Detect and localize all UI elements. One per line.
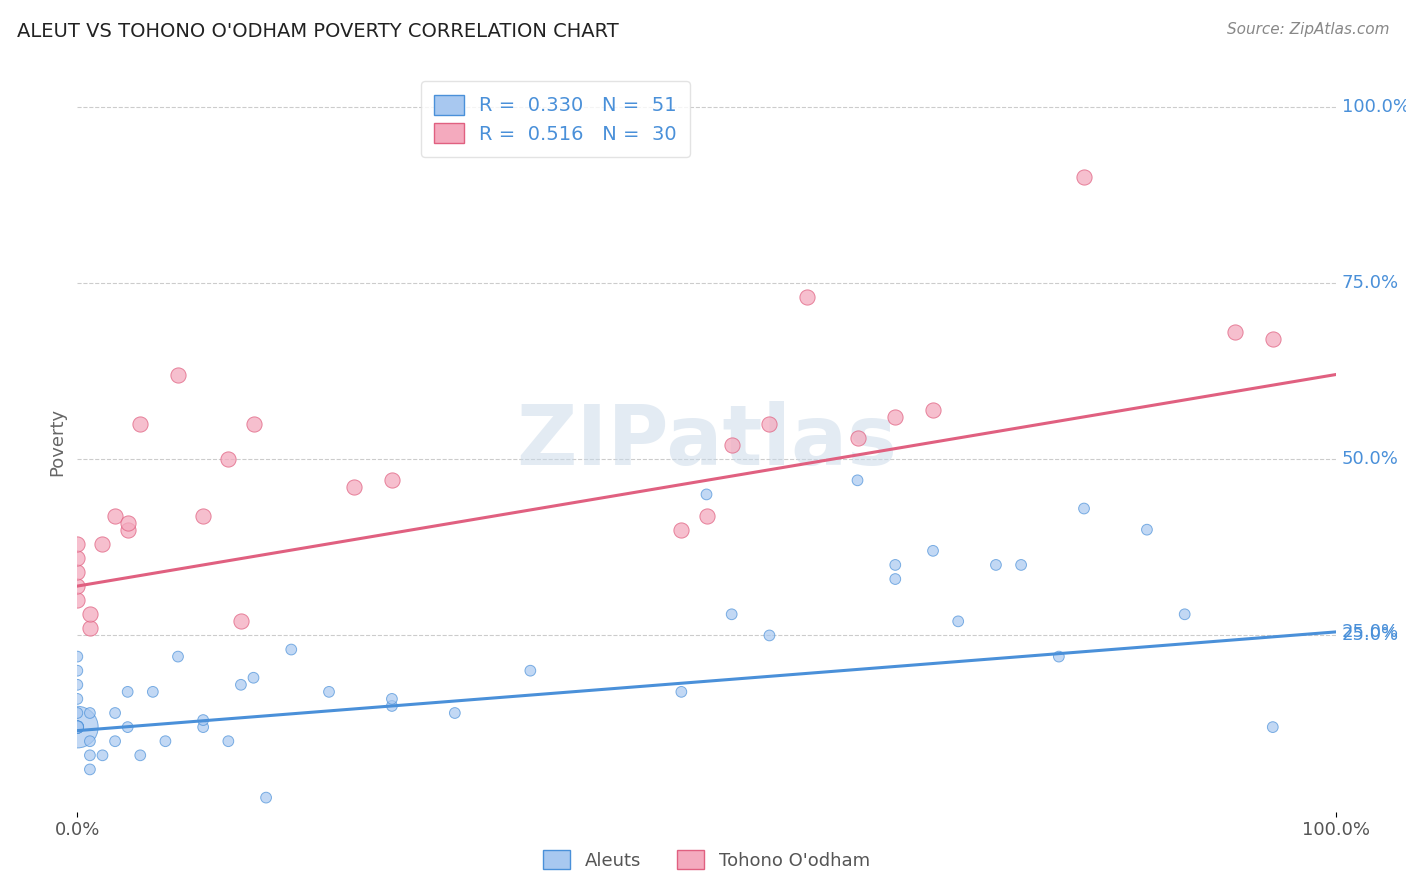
Point bbox=[66, 706, 89, 720]
Point bbox=[79, 607, 101, 622]
Point bbox=[217, 734, 239, 748]
Point bbox=[696, 508, 718, 523]
Point bbox=[696, 487, 718, 501]
Point bbox=[720, 438, 742, 452]
Text: 25.0%: 25.0% bbox=[1341, 626, 1399, 644]
Point bbox=[79, 748, 101, 763]
Point bbox=[66, 593, 89, 607]
Point bbox=[381, 692, 404, 706]
Point bbox=[1261, 720, 1284, 734]
Point bbox=[79, 763, 101, 777]
Point bbox=[66, 720, 89, 734]
Point bbox=[66, 537, 89, 551]
Point bbox=[66, 720, 89, 734]
Point bbox=[280, 642, 302, 657]
Point bbox=[1047, 649, 1070, 664]
Text: 50.0%: 50.0% bbox=[1341, 450, 1399, 468]
Point bbox=[242, 417, 264, 431]
Point bbox=[66, 649, 89, 664]
Point bbox=[671, 685, 693, 699]
Point bbox=[117, 516, 139, 530]
Point bbox=[91, 537, 114, 551]
Text: 100.0%: 100.0% bbox=[1341, 97, 1406, 116]
Text: ALEUT VS TOHONO O'ODHAM POVERTY CORRELATION CHART: ALEUT VS TOHONO O'ODHAM POVERTY CORRELAT… bbox=[17, 22, 619, 41]
Point bbox=[318, 685, 340, 699]
Point bbox=[381, 473, 404, 487]
Point bbox=[720, 607, 742, 622]
Point bbox=[142, 685, 165, 699]
Point bbox=[129, 417, 152, 431]
Point bbox=[254, 790, 277, 805]
Point bbox=[117, 523, 139, 537]
Point bbox=[229, 615, 252, 629]
Y-axis label: Poverty: Poverty bbox=[48, 408, 66, 475]
Point bbox=[66, 550, 89, 565]
Point bbox=[444, 706, 467, 720]
Point bbox=[796, 290, 818, 304]
Point bbox=[66, 579, 89, 593]
Point bbox=[117, 685, 139, 699]
Point bbox=[1261, 332, 1284, 346]
Point bbox=[66, 720, 89, 734]
Point bbox=[79, 621, 101, 635]
Point bbox=[884, 558, 907, 572]
Text: 25.0%: 25.0% bbox=[1341, 623, 1399, 641]
Point bbox=[66, 692, 89, 706]
Point bbox=[381, 698, 404, 713]
Point bbox=[79, 734, 101, 748]
Point bbox=[922, 402, 945, 417]
Point bbox=[79, 706, 101, 720]
Point bbox=[884, 409, 907, 424]
Point bbox=[167, 649, 190, 664]
Point bbox=[984, 558, 1007, 572]
Point bbox=[1136, 523, 1159, 537]
Legend: Aleuts, Tohono O'odham: Aleuts, Tohono O'odham bbox=[536, 843, 877, 877]
Point bbox=[104, 706, 127, 720]
Point bbox=[1174, 607, 1197, 622]
Point bbox=[846, 473, 869, 487]
Point bbox=[167, 368, 190, 382]
Point bbox=[155, 734, 177, 748]
Point bbox=[846, 431, 869, 445]
Point bbox=[229, 678, 252, 692]
Point bbox=[129, 748, 152, 763]
Point bbox=[519, 664, 541, 678]
Point bbox=[1073, 170, 1095, 185]
Point bbox=[671, 523, 693, 537]
Point bbox=[104, 734, 127, 748]
Point bbox=[104, 508, 127, 523]
Point bbox=[91, 748, 114, 763]
Point bbox=[66, 664, 89, 678]
Text: 75.0%: 75.0% bbox=[1341, 274, 1399, 292]
Point bbox=[1223, 325, 1246, 339]
Point bbox=[66, 720, 89, 734]
Point bbox=[66, 678, 89, 692]
Point bbox=[922, 544, 945, 558]
Point bbox=[191, 720, 215, 734]
Point bbox=[1073, 501, 1095, 516]
Point bbox=[191, 508, 215, 523]
Point bbox=[884, 572, 907, 586]
Point bbox=[66, 565, 89, 579]
Point bbox=[758, 628, 780, 642]
Point bbox=[117, 720, 139, 734]
Point bbox=[758, 417, 780, 431]
Point bbox=[217, 452, 239, 467]
Point bbox=[66, 720, 89, 734]
Point bbox=[242, 671, 264, 685]
Point bbox=[948, 615, 970, 629]
Point bbox=[191, 713, 215, 727]
Point bbox=[1010, 558, 1032, 572]
Text: Source: ZipAtlas.com: Source: ZipAtlas.com bbox=[1226, 22, 1389, 37]
Text: ZIPatlas: ZIPatlas bbox=[516, 401, 897, 482]
Point bbox=[343, 480, 366, 494]
